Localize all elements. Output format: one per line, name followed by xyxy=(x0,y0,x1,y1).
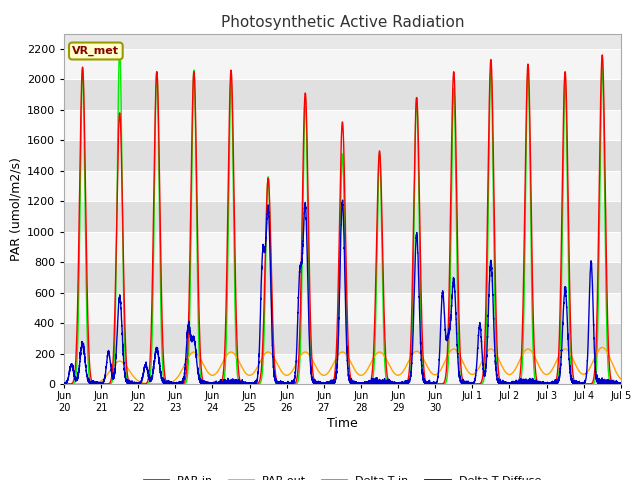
Bar xyxy=(64,201,621,232)
Bar xyxy=(64,110,621,140)
Bar xyxy=(64,293,621,323)
Bar xyxy=(64,171,621,201)
Text: VR_met: VR_met xyxy=(72,46,119,56)
Bar xyxy=(64,49,621,79)
Bar xyxy=(64,79,621,110)
Y-axis label: PAR (umol/m2/s): PAR (umol/m2/s) xyxy=(10,157,22,261)
Bar xyxy=(64,323,621,354)
Bar xyxy=(64,140,621,171)
Title: Photosynthetic Active Radiation: Photosynthetic Active Radiation xyxy=(221,15,464,30)
Legend: PAR in, PAR out, Delta-T in, Delta-T Diffuse: PAR in, PAR out, Delta-T in, Delta-T Dif… xyxy=(140,472,545,480)
Bar xyxy=(64,262,621,293)
Bar xyxy=(64,232,621,262)
Bar xyxy=(64,354,621,384)
X-axis label: Time: Time xyxy=(327,417,358,430)
